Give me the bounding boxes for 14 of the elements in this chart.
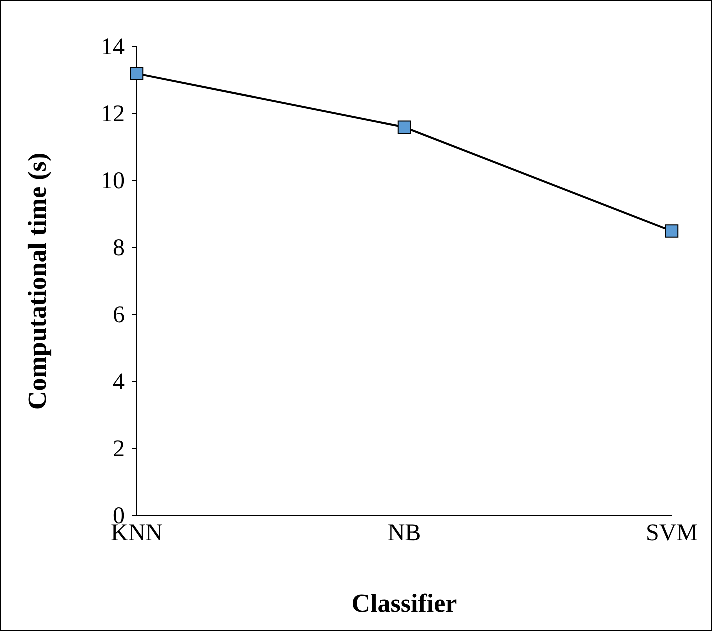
y-tick-label: 8 xyxy=(113,236,125,262)
y-tick-label: 4 xyxy=(113,370,125,396)
y-tick-label: 14 xyxy=(101,34,125,61)
x-tick-label: NB xyxy=(388,520,422,547)
point xyxy=(665,224,679,238)
y-tick-label: 2 xyxy=(113,436,125,463)
y-tick-label: 10 xyxy=(101,168,125,195)
y-tick-label: 6 xyxy=(113,302,125,329)
x-tick-label: SVM xyxy=(646,520,698,547)
x-axis-title: Classifier xyxy=(352,589,458,618)
y-tick-label: 12 xyxy=(101,102,125,128)
point xyxy=(398,120,412,134)
y-axis-title: Computational time (s) xyxy=(23,152,52,410)
point xyxy=(130,67,144,80)
